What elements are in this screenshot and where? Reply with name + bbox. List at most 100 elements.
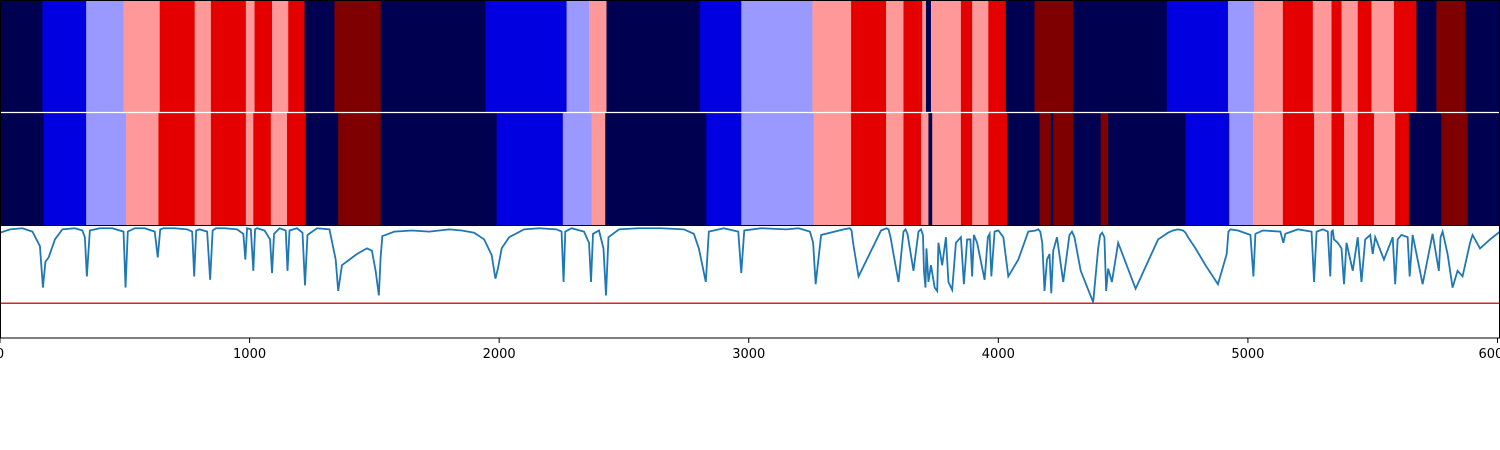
heatmap-cell (1252, 113, 1284, 226)
signal-line (0, 227, 1500, 303)
heatmap-cell (496, 113, 564, 226)
heatmap-cell (1166, 0, 1229, 113)
heatmap-cell (245, 113, 254, 226)
heatmap-cell (1357, 113, 1375, 226)
heatmap-cell (928, 113, 933, 226)
heatmap-cell (485, 0, 567, 113)
heatmap-cell (42, 0, 87, 113)
heatmap-cell (1039, 113, 1052, 226)
heatmap-cell (812, 0, 852, 113)
heatmap-cell (562, 113, 592, 226)
heatmap-cell (1344, 113, 1359, 226)
heatmap-cell (932, 113, 962, 226)
heatmap-cell (287, 113, 307, 226)
heatmap-cell (903, 0, 923, 113)
heatmap-cell (925, 0, 932, 113)
heatmap-cell (245, 0, 255, 113)
heatmap-cell (741, 0, 813, 113)
heatmap-cell (43, 113, 87, 226)
heatmap-cell (253, 113, 272, 226)
heatmap-cell (272, 0, 289, 113)
heatmap-cell (158, 113, 196, 226)
heatmap-cell (1007, 113, 1040, 226)
heatmap-cell (159, 0, 196, 113)
heatmap-cell (1441, 113, 1468, 226)
heatmap-cell (606, 0, 701, 113)
heatmap-cell (1393, 0, 1417, 113)
x-axis: 0 1000 2000 3000 4000 5000 600 (0, 338, 1500, 362)
heatmap-cell (254, 0, 273, 113)
heatmap-cell (972, 0, 989, 113)
heatmap-cell (304, 0, 335, 113)
heatmap-cell (988, 0, 1007, 113)
heatmap-cell (305, 113, 339, 226)
x-tick-label: 600 (1479, 347, 1500, 362)
heatmap-cell (270, 113, 288, 226)
heatmap-cell (1465, 0, 1500, 113)
heatmap-cell (903, 113, 922, 226)
heatmap-cell (288, 0, 305, 113)
heatmap-cell (706, 113, 742, 226)
heatmap-cell (566, 0, 590, 113)
heatmap-cell (922, 0, 927, 113)
heatmap-cell (591, 113, 606, 226)
heatmap-cell (1227, 0, 1255, 113)
heatmap-cell (210, 0, 247, 113)
heatmap-cell (194, 113, 212, 226)
heatmap-cell (86, 113, 127, 226)
x-tick-label: 0 (0, 347, 4, 362)
heatmap-cell (1053, 113, 1074, 226)
heatmap-cell (589, 0, 607, 113)
heatmap-cell (886, 113, 904, 226)
heatmap-cell (1416, 0, 1437, 113)
heatmap-cell (380, 113, 498, 226)
heatmap-cell (1331, 0, 1342, 113)
heatmap-cell (960, 113, 973, 226)
heatmap-cell (1108, 113, 1186, 226)
heatmap-cell (1034, 0, 1074, 113)
heatmap-row-bottom (0, 113, 1500, 226)
heatmap-cell (1408, 113, 1442, 226)
heatmap-cell (1314, 113, 1332, 226)
x-tick-label: 4000 (982, 347, 1015, 362)
heatmap-cell (1050, 113, 1054, 226)
heatmap-cell (86, 0, 124, 113)
heatmap-cell (988, 113, 1008, 226)
heatmap-cell (886, 0, 904, 113)
heatmap-cell (1282, 0, 1314, 113)
heatmap-cell (1100, 113, 1109, 226)
heatmap-cell (934, 0, 962, 113)
heatmap-cell (700, 0, 742, 113)
line-panel-background (0, 226, 1500, 338)
heatmap-cell (1395, 113, 1410, 226)
heatmap-cell (1371, 0, 1395, 113)
x-tick-label: 2000 (483, 347, 516, 362)
heatmap-cell (851, 113, 887, 226)
heatmap-row-top (0, 0, 1500, 113)
heatmap-cell (1357, 0, 1372, 113)
heatmap-cell (813, 113, 852, 226)
heatmap-cell (380, 0, 486, 113)
heatmap-cell (126, 113, 159, 226)
heatmap-cell (0, 113, 45, 226)
heatmap-cell (1185, 113, 1230, 226)
x-tick-label: 3000 (732, 347, 765, 362)
heatmap-cell (338, 113, 382, 226)
heatmap-cell (930, 0, 936, 113)
heatmap-cell (920, 113, 929, 226)
heatmap-cell (1073, 0, 1168, 113)
heatmap-cell (210, 113, 247, 226)
heatmap-cell (960, 0, 973, 113)
heatmap-cell (851, 0, 887, 113)
heatmap-cell (1312, 0, 1332, 113)
x-tick-label: 5000 (1231, 347, 1264, 362)
heatmap-cell (1005, 0, 1035, 113)
heatmap-cell (1373, 113, 1396, 226)
x-tick-label: 1000 (233, 347, 266, 362)
heatmap-cell (1341, 0, 1359, 113)
heatmap-cell (1331, 113, 1345, 226)
heatmap-cell (1436, 0, 1466, 113)
heatmap-cell (1229, 113, 1254, 226)
heatmap-cell (1467, 113, 1500, 226)
